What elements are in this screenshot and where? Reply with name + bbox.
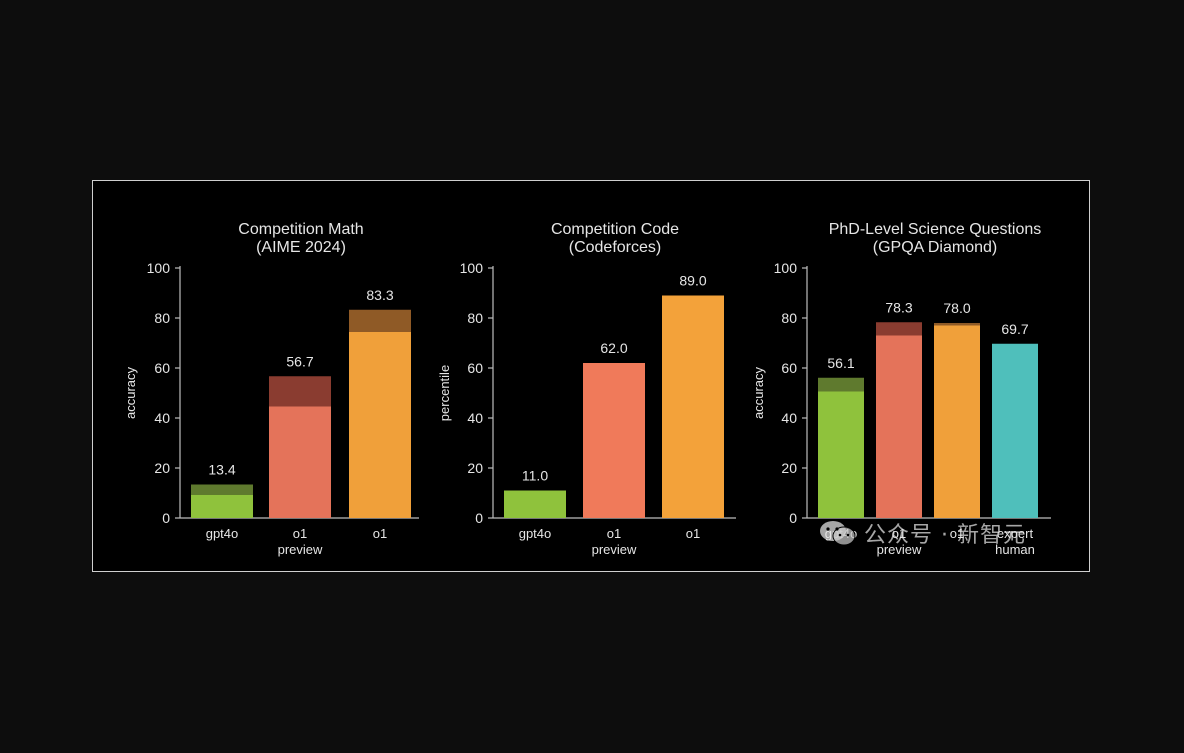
data-label: 69.7 bbox=[1001, 321, 1028, 337]
x-tick-label: gpt4o bbox=[206, 526, 239, 541]
x-tick-label: o1 bbox=[892, 526, 906, 541]
bar bbox=[662, 295, 724, 518]
bar bbox=[934, 325, 980, 518]
data-label: 13.4 bbox=[208, 462, 235, 478]
x-tick-label: preview bbox=[877, 542, 922, 557]
bar-top-segment bbox=[269, 376, 331, 407]
data-label: 56.7 bbox=[286, 353, 313, 369]
y-tick-label: 100 bbox=[774, 260, 798, 276]
bar-top-segment bbox=[349, 309, 411, 332]
y-tick-label: 20 bbox=[467, 460, 483, 476]
chart-subtitle: (Codeforces) bbox=[569, 239, 661, 256]
bar bbox=[583, 363, 645, 518]
x-tick-label: o1 bbox=[373, 526, 387, 541]
chart-title: PhD-Level Science Questions bbox=[829, 221, 1042, 238]
data-label: 78.3 bbox=[885, 299, 912, 315]
x-tick-label: gpt4o bbox=[825, 526, 858, 541]
data-label: 62.0 bbox=[600, 340, 627, 356]
chart-title: Competition Math bbox=[238, 221, 363, 238]
x-tick-label: preview bbox=[278, 542, 323, 557]
y-tick-label: 60 bbox=[467, 360, 483, 376]
y-tick-label: 80 bbox=[154, 310, 170, 326]
x-tick-label: o1 bbox=[686, 526, 700, 541]
y-tick-label: 60 bbox=[154, 360, 170, 376]
charts-svg: Competition Math(AIME 2024) accuracy 0 20 40… bbox=[123, 221, 1051, 557]
bar bbox=[876, 335, 922, 518]
bar-top-segment bbox=[191, 484, 253, 495]
x-tick-label: preview bbox=[592, 542, 637, 557]
x-tick-label: o1 bbox=[607, 526, 621, 541]
chart-panel-1: Competition Math(AIME 2024) accuracy 0 20 40… bbox=[123, 221, 419, 557]
x-tick-label: human bbox=[995, 542, 1035, 557]
bar-top-segment bbox=[876, 322, 922, 336]
y-tick-label: 40 bbox=[781, 410, 797, 426]
bar-top-segment bbox=[934, 323, 980, 326]
bar bbox=[349, 332, 411, 518]
bar bbox=[504, 490, 566, 518]
chart-frame: Competition Math (AIME 2024) accuracy 0 20 40… bbox=[92, 180, 1090, 572]
y-tick-label: 0 bbox=[475, 510, 483, 526]
y-tick-label: 100 bbox=[460, 260, 484, 276]
y-tick-label: 40 bbox=[467, 410, 483, 426]
y-axis-label: percentile bbox=[437, 365, 452, 421]
y-tick-label: 20 bbox=[781, 460, 797, 476]
bar bbox=[992, 343, 1038, 518]
data-label: 78.0 bbox=[943, 300, 970, 316]
y-tick-label: 0 bbox=[162, 510, 170, 526]
chart-panel-3: PhD-Level Science Questions(GPQA Diamond… bbox=[751, 221, 1051, 557]
x-tick-label: gpt4o bbox=[519, 526, 552, 541]
chart-subtitle: (GPQA Diamond) bbox=[873, 239, 997, 256]
data-label: 83.3 bbox=[366, 287, 393, 303]
x-tick-label: expert bbox=[997, 526, 1034, 541]
chart-subtitle: (AIME 2024) bbox=[256, 239, 346, 256]
chart-title: Competition Code bbox=[551, 221, 679, 238]
x-tick-label: o1 bbox=[293, 526, 307, 541]
bar bbox=[818, 391, 864, 518]
y-tick-label: 40 bbox=[154, 410, 170, 426]
y-tick-label: 20 bbox=[154, 460, 170, 476]
bar bbox=[191, 494, 253, 518]
y-axis-label: accuracy bbox=[751, 366, 766, 419]
bar-top-segment bbox=[818, 377, 864, 392]
data-label: 56.1 bbox=[827, 355, 854, 371]
y-tick-label: 60 bbox=[781, 360, 797, 376]
data-label: 89.0 bbox=[679, 273, 706, 289]
x-tick-label: o1 bbox=[950, 526, 964, 541]
bar bbox=[269, 406, 331, 518]
data-label: 11.0 bbox=[522, 468, 548, 484]
y-tick-label: 80 bbox=[781, 310, 797, 326]
y-tick-label: 100 bbox=[147, 260, 171, 276]
y-axis-label: accuracy bbox=[123, 366, 138, 419]
y-tick-label: 0 bbox=[789, 510, 797, 526]
y-tick-label: 80 bbox=[467, 310, 483, 326]
chart-panel-2: Competition Code(Codeforces) percentile 0 2… bbox=[437, 221, 736, 557]
